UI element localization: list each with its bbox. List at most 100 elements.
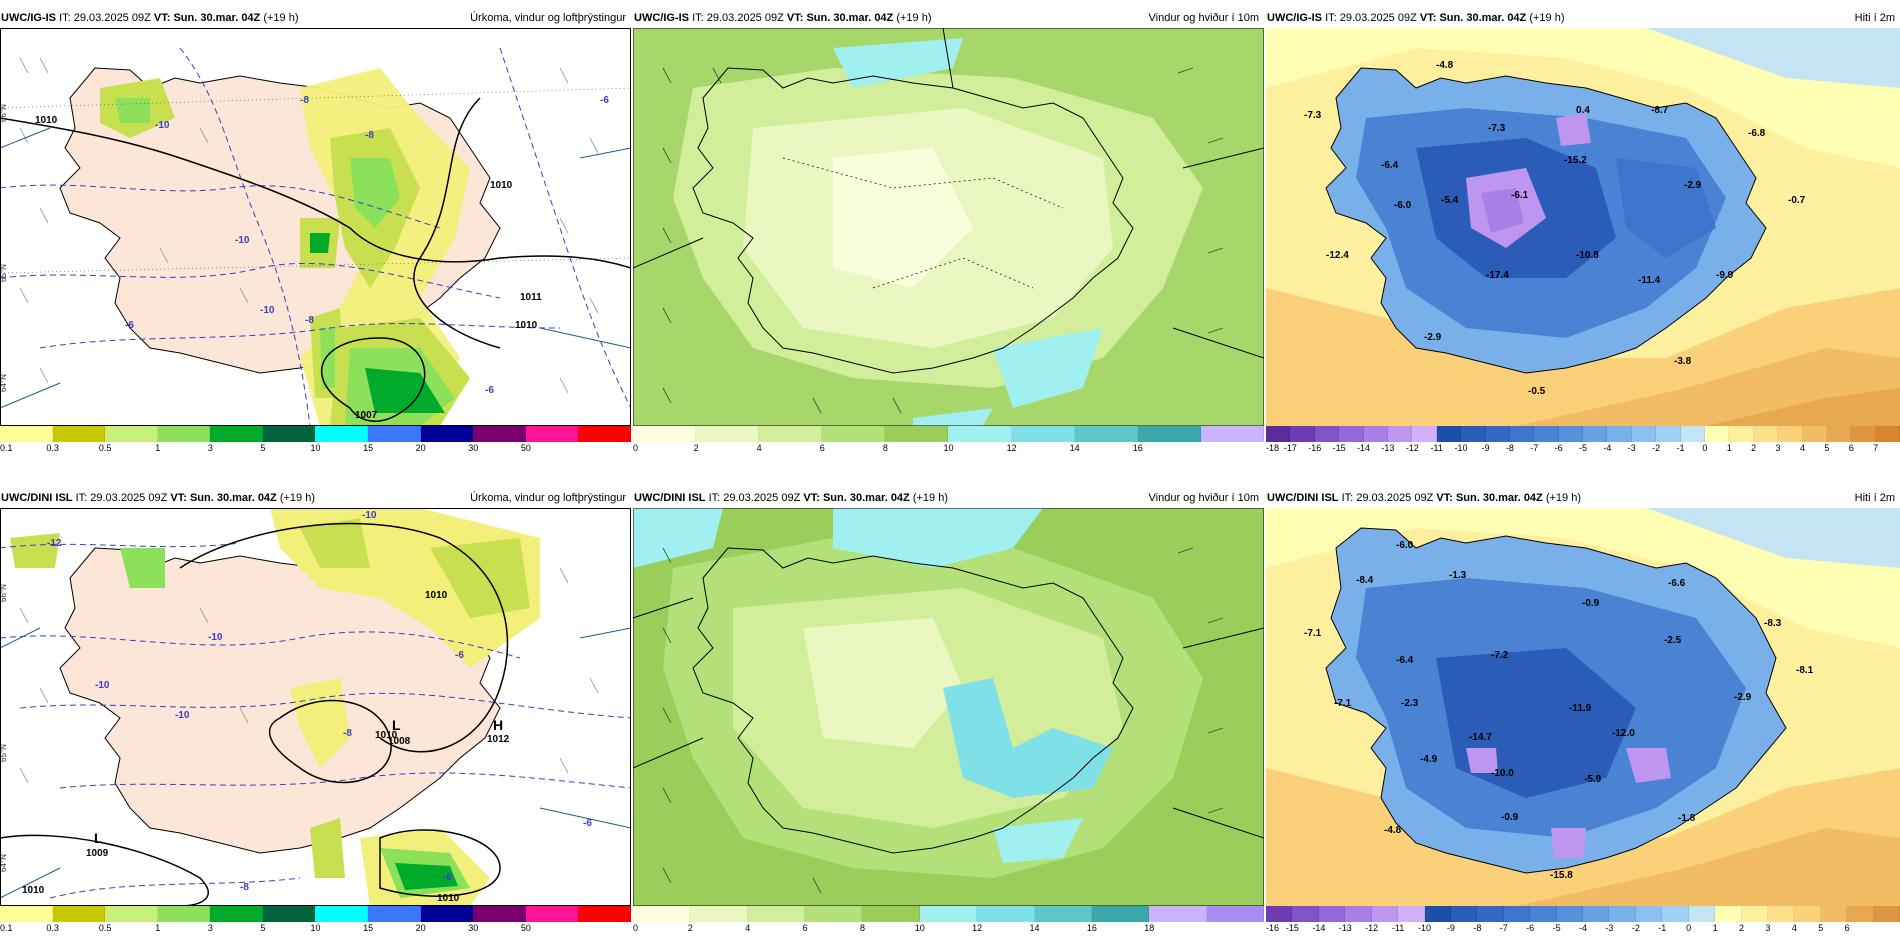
valid-time: Sun. 30.mar. 04Z (189, 492, 277, 504)
svg-text:-8: -8 (365, 130, 374, 141)
precip-map: L L H 1008 1012 1009 1010 1010 1010 1010… (0, 508, 631, 906)
colorbar-tick-label: 0 (1686, 923, 1692, 933)
svg-text:66°N: 66°N (0, 104, 8, 122)
init-time: 29.03.2025 09Z (73, 12, 151, 24)
temp-colorbar: -16 -15 -14 -13 -12 -11 -10 -9 -8 -7 -6 -5 -4 -3 -2 -1 0… (1266, 906, 1900, 934)
svg-text:-2.3: -2.3 (1401, 698, 1419, 709)
svg-text:-15.8: -15.8 (1550, 870, 1573, 881)
svg-text:-4.8: -4.8 (1436, 60, 1454, 71)
colorbar-swatch (1688, 906, 1716, 922)
svg-text:1010: 1010 (437, 893, 460, 904)
colorbar-swatch (157, 906, 211, 922)
pressure-label: 1012 (487, 734, 510, 745)
colorbar-tick-label: 8 (859, 923, 865, 933)
colorbar-tick-label: 5 (260, 443, 266, 453)
pressure-label: 1007 (355, 410, 378, 421)
colorbar-swatch (1371, 906, 1399, 922)
colorbar-swatch (578, 906, 631, 922)
colorbar-tick-label: 0 (633, 443, 639, 453)
svg-text:-6: -6 (600, 95, 609, 106)
colorbar-swatch (1680, 426, 1706, 442)
colorbar-tick-label: 1 (1726, 443, 1732, 453)
colorbar-tick-label: -5 (1578, 443, 1588, 453)
wind-map (633, 508, 1264, 906)
colorbar-swatch (105, 906, 158, 922)
svg-text:-5.9: -5.9 (1584, 774, 1602, 785)
colorbar-swatch (1778, 426, 1803, 442)
colorbar-tick-label: 6 (802, 923, 808, 933)
init-time: 29.03.2025 09Z (723, 492, 801, 504)
colorbar-tick-label: 20 (415, 923, 426, 933)
svg-text:65°N: 65°N (0, 264, 8, 282)
colorbar-swatch (1292, 906, 1319, 922)
colorbar-swatch (210, 906, 263, 922)
colorbar-tick-label: -7 (1530, 443, 1539, 453)
colorbar-swatch (1091, 906, 1150, 922)
colorbar-swatch (1206, 906, 1264, 922)
colorbar-swatch (1609, 906, 1636, 922)
colorbar-tick-label: 0 (633, 923, 639, 933)
colorbar-swatches (1266, 906, 1900, 922)
colorbar-swatch (1074, 426, 1138, 442)
wind-map (633, 28, 1264, 426)
colorbar-swatch (525, 906, 579, 922)
colorbar-tick-label: -11 (1391, 923, 1405, 933)
pressure-label: 1008 (388, 736, 411, 747)
colorbar-tick-label: -10 (1417, 923, 1432, 933)
colorbar-tick-label: 12 (972, 923, 983, 933)
colorbar-tick-label: -11 (1430, 443, 1443, 453)
colorbar-tick-label: -3 (1605, 923, 1614, 933)
colorbar-swatch (759, 426, 823, 442)
colorbar-swatch (919, 906, 978, 922)
colorbar-swatch (1583, 426, 1608, 442)
svg-text:-7.2: -7.2 (1491, 650, 1509, 661)
colorbar-tick-label: 50 (520, 923, 531, 933)
colorbar-swatch (1314, 426, 1340, 442)
colorbar-swatch (157, 426, 211, 442)
panel-header: UWC/DINI ISL IT: 29.03.2025 09Z VT: Sun.… (1266, 488, 1900, 508)
colorbar-swatch (1461, 426, 1486, 442)
colorbar-tick-label: 12 (1006, 443, 1017, 453)
init-time: 29.03.2025 09Z (706, 12, 784, 24)
colorbar-tick-label: 16 (1086, 923, 1097, 933)
colorbar-swatch (473, 426, 526, 442)
colorbar-swatch (1266, 906, 1293, 922)
model-name: UWC/IG-IS (1, 12, 56, 24)
wind-colorbar: 0 2 4 6 8 10 12 14 16 18 (633, 906, 1264, 934)
colorbar-ticks: 0 2 4 6 8 10 12 14 16 18 (633, 923, 1264, 934)
svg-text:-4.8: -4.8 (1384, 825, 1402, 836)
colorbar-tick-label: 30 (468, 443, 479, 453)
colorbar-swatches (1266, 426, 1900, 442)
panel-header: UWC/DINI ISL IT: 29.03.2025 09Z VT: Sun.… (0, 488, 631, 508)
colorbar-swatch (1450, 906, 1478, 922)
svg-text:-6: -6 (443, 872, 452, 883)
svg-text:-4.9: -4.9 (1420, 754, 1438, 765)
colorbar-tick-label: 4 (745, 923, 751, 933)
colorbar-swatch (1149, 906, 1207, 922)
svg-text:-8: -8 (240, 882, 249, 893)
colorbar-swatch (1503, 906, 1531, 922)
panel-header: UWC/IG-IS IT: 29.03.2025 09Z VT: Sun. 30… (0, 8, 631, 28)
svg-text:-6.8: -6.8 (1748, 128, 1766, 139)
colorbar-tick-label: -4 (1603, 443, 1612, 453)
svg-text:L: L (392, 717, 401, 733)
colorbar-tick-label: 5 (260, 923, 266, 933)
colorbar-swatch (690, 906, 748, 922)
colorbar-tick-label: -14 (1312, 923, 1326, 933)
colorbar-swatch (1875, 426, 1900, 442)
svg-text:0.4: 0.4 (1576, 105, 1590, 116)
pressure-label: 1011 (520, 292, 542, 303)
colorbar-ticks: -18 -17 -16 -15 -14 -13 -12 -11 -10 -9 -8 -7 -6 -5 -4-… (1266, 443, 1900, 454)
colorbar-swatch (1534, 426, 1559, 442)
colorbar-tick-label: -9 (1481, 443, 1490, 453)
svg-text:-1.8: -1.8 (1678, 813, 1696, 824)
svg-text:-0.9: -0.9 (1582, 598, 1600, 609)
colorbar-swatch (368, 906, 421, 922)
svg-text:-6.0: -6.0 (1394, 200, 1412, 211)
colorbar-ticks: 0 2 4 6 8 10 12 14 16 (633, 443, 1264, 454)
panel-header: UWC/IG-IS IT: 29.03.2025 09Z VT: Sun. 30… (633, 8, 1264, 28)
lead-time: (+19 h) (279, 492, 316, 504)
lead-time: (+19 h) (896, 12, 932, 24)
model-name: UWC/IG-IS (634, 12, 689, 24)
svg-text:-12: -12 (47, 538, 62, 549)
